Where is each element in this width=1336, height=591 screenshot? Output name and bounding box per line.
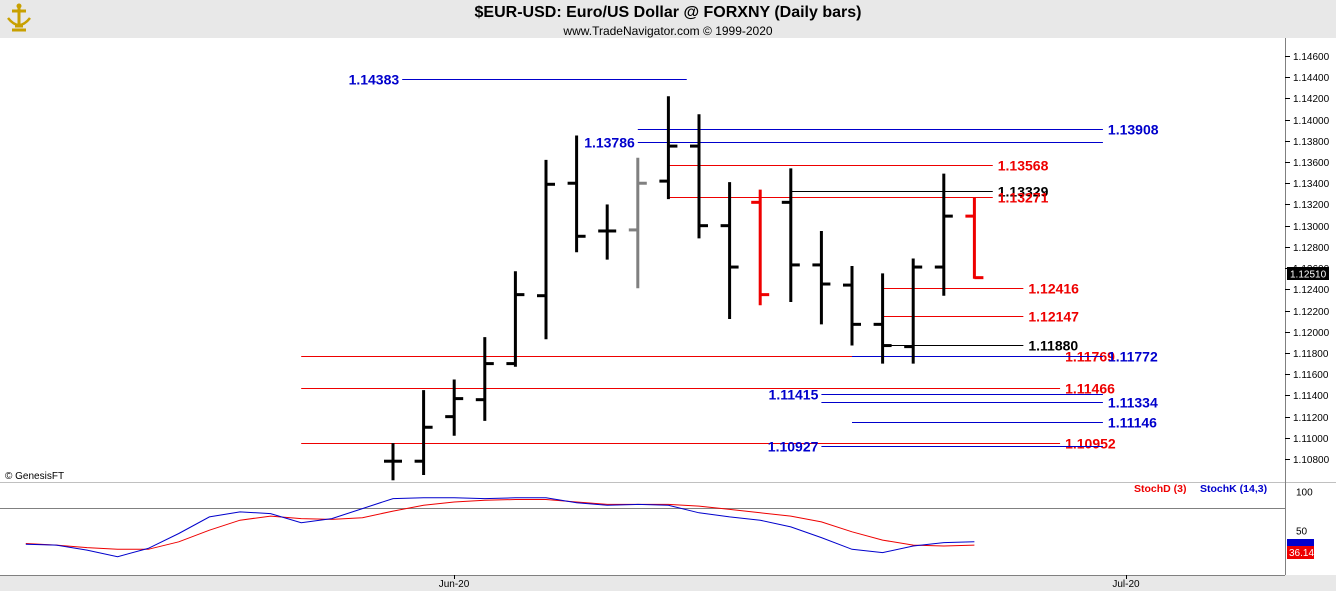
price-axis-ticks: 1.10800 1.11000 1.11200 1.11400 1.11600 1.118… [1285,52,1330,466]
level-label: 1.12147 [1028,309,1079,325]
indicator-panel-background [0,483,1285,575]
price-tick-label: 1.13600 [1293,158,1330,169]
price-bar [934,173,953,296]
price-tick-label: 1.13800 [1293,137,1330,148]
time-axis-labels: Jun-20 Jul-20 [439,575,1140,590]
price-tick-label: 1.12200 [1293,307,1330,318]
stochd-value-label: 36.14 [1289,548,1314,559]
watermark: © GenesisFT [5,471,64,482]
price-tick-label: 1.14000 [1293,116,1330,127]
price-bar [384,443,402,481]
last-price-label: 1.12510 [1290,270,1327,281]
stoch-series-line [25,499,975,550]
level-label: 1.11466 [1065,381,1115,397]
chart-subtitle: www.TradeNavigator.com © 1999-2020 [563,24,773,38]
stoch-series-line [25,497,975,558]
chart-header: $EUR-USD: Euro/US Dollar @ FORXNY (Daily… [0,0,1336,38]
level-label: 1.11772 [1108,349,1158,365]
level-label: 1.12416 [1028,281,1079,297]
price-bar [720,182,739,320]
price-tick-label: 1.11800 [1293,349,1329,360]
level-label: 1.11880 [1028,338,1078,354]
price-bars [384,96,984,481]
stochastic-lines: 100 50 [25,488,1313,558]
price-panel-background [0,38,1285,482]
level-lines: 1.14383 1.13908 1.13786 1.13568 1.133291.132… [301,72,1159,455]
level-label: 1.11415 [769,387,819,403]
price-bar [873,273,892,364]
price-bar [659,96,678,200]
level-label: 1.10952 [1065,436,1116,452]
price-bar [475,337,494,421]
level-label: 1.13568 [998,158,1049,174]
price-bar [628,157,647,289]
level-label: 1.13786 [584,135,635,151]
level-label: 1.13329 [998,184,1049,200]
level-label: 1.13271 [998,190,1049,206]
stochk-legend: StochK (14,3) [1200,483,1267,495]
level-label: 1.10927 [768,439,819,455]
price-tick-label: 1.12400 [1293,285,1330,296]
price-tick-label: 1.14200 [1293,94,1330,105]
price-bar [904,258,923,364]
stochd-value-marker [1287,546,1314,559]
trade-navigator-logo-icon [4,2,34,34]
price-tick-label: 1.13200 [1293,200,1330,211]
price-bar [445,379,464,436]
price-bar [751,189,770,306]
price-bar [567,135,586,253]
price-bar [414,390,433,475]
price-tick-label: 1.10800 [1293,455,1330,466]
price-bar [506,271,525,367]
price-bar [781,168,800,303]
price-bar [843,265,861,346]
price-tick-label: 1.14400 [1293,73,1330,84]
price-tick-label: 1.11000 [1293,434,1329,445]
time-tick-label: Jun-20 [439,579,470,590]
stoch-tick-label: 50 [1296,527,1308,538]
axis-background [1285,38,1336,575]
price-tick-label: 1.13000 [1293,222,1330,233]
price-tick-label: 1.13400 [1293,179,1330,190]
price-tick-label: 1.12000 [1293,328,1330,339]
stochd-legend: StochD (3) [1134,483,1187,495]
price-tick-label: 1.11600 [1293,370,1329,381]
price-tick-label: 1.12800 [1293,243,1330,254]
level-label: 1.13908 [1108,122,1159,138]
price-bar [537,159,555,340]
time-tick-label: Jul-20 [1112,579,1140,590]
price-bar [690,114,708,239]
last-price-marker [1287,267,1329,280]
stochk-value-marker [1287,539,1314,547]
price-tick-label: 1.11200 [1293,413,1329,424]
price-tick-label: 1.14600 [1293,52,1330,63]
price-bar [812,230,831,325]
level-label: 1.14383 [349,72,400,88]
price-tick-label: 1.11400 [1293,391,1329,402]
level-label: 1.11334 [1108,395,1158,411]
stoch-tick-label: 100 [1296,488,1313,499]
chart-title: $EUR-USD: Euro/US Dollar @ FORXNY (Daily… [474,4,862,21]
price-bar [598,204,617,260]
level-label: 1.11146 [1108,415,1157,431]
price-bar [965,197,984,280]
